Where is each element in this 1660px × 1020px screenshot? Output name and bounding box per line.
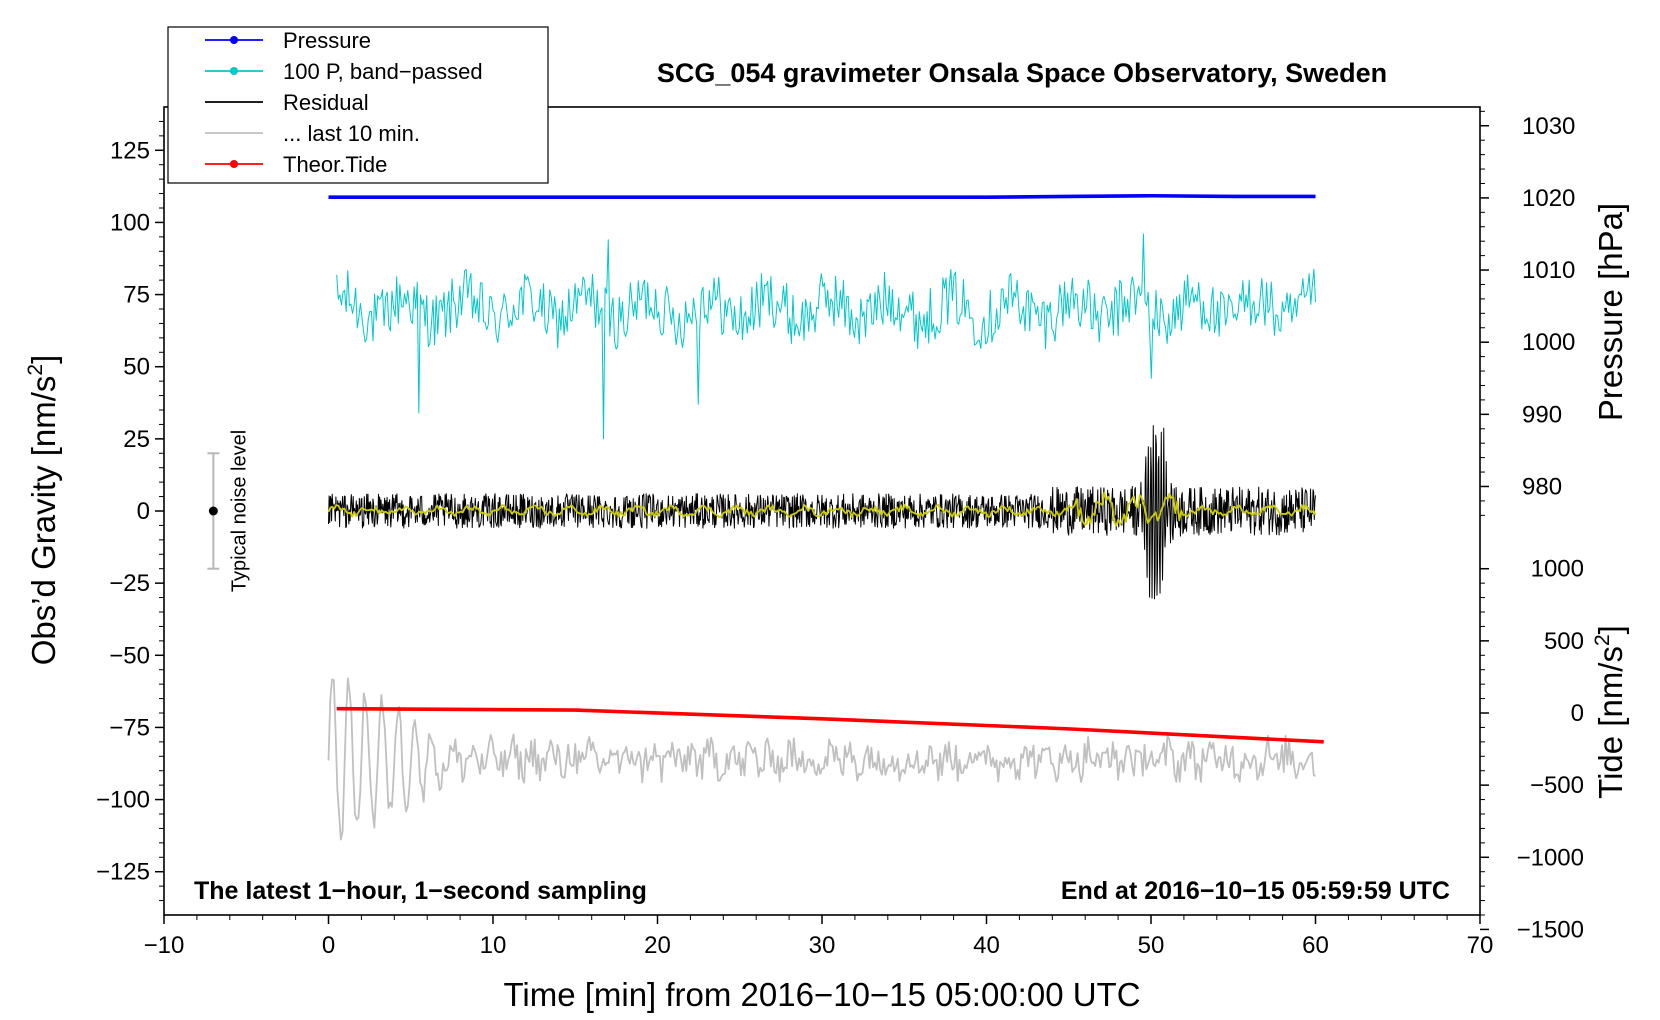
y-tick-label-8: −75 — [109, 714, 150, 741]
legend: Pressure 100 P, band−passed Residual ... la… — [167, 26, 549, 184]
x-axis-label: Time [min] from 2016−10−15 05:00:00 UTC — [503, 976, 1140, 1013]
pressure-tick-label-5: 980 — [1522, 473, 1562, 500]
legend-label-0: Pressure — [283, 28, 371, 53]
series-layer — [327, 193, 1324, 841]
legend-label-3: ... last 10 min. — [283, 121, 420, 146]
annotation-sampling: The latest 1−hour, 1−second sampling — [194, 877, 647, 905]
tide-tick-label-1: 500 — [1544, 628, 1584, 655]
pressure-tick-label-0: 1030 — [1522, 113, 1575, 140]
legend-box — [167, 26, 549, 184]
x-tick-label-2: 10 — [480, 932, 507, 959]
y-tick-label-9: −100 — [96, 787, 150, 814]
tide-tick-label-4: −1000 — [1517, 844, 1584, 871]
tide-tick-label-0: 1000 — [1531, 556, 1584, 583]
y-axis-label-tide-sup: 2 — [1591, 634, 1614, 646]
tide-tick-label-5: −1500 — [1517, 916, 1584, 943]
y-tick-label-5: 0 — [137, 498, 150, 525]
y-axis-label-gravity-end: ] — [25, 355, 62, 364]
x-tick-label-8: 70 — [1467, 932, 1494, 959]
legend-marker-4 — [230, 160, 238, 168]
pressure-tick-label-3: 1000 — [1522, 329, 1575, 356]
pressure-tick-label-1: 1020 — [1522, 185, 1575, 212]
chart-title: SCG_054 gravimeter Onsala Space Observat… — [657, 58, 1387, 88]
y-axis-label-gravity: Obs’d Gravity [nm/s2] — [24, 355, 62, 666]
noise-bar-label: Typical noise level — [228, 430, 250, 592]
y-axis-label-pressure: Pressure [hPa] — [1592, 203, 1629, 421]
x-tick-label-0: −10 — [144, 932, 185, 959]
series-residual-line — [328, 425, 1316, 600]
series-pressure-line — [328, 193, 1316, 199]
y-axis-label-tide-end: ] — [1592, 625, 1629, 634]
noise-bar-center — [208, 506, 218, 516]
legend-label-1: 100 P, band−passed — [283, 59, 483, 84]
series-bandpassed-line — [336, 233, 1316, 440]
series-tide-line — [336, 706, 1324, 744]
y-axis-label-tide-main: Tide [nm/s — [1592, 646, 1629, 799]
y-tick-label-1: 100 — [110, 209, 150, 236]
x-tick-label-3: 20 — [644, 932, 671, 959]
x-tick-label-7: 60 — [1302, 932, 1329, 959]
pressure-tick-label-2: 1010 — [1522, 257, 1575, 284]
noise-level-indicator: Typical noise level — [207, 430, 250, 592]
y-tick-label-3: 50 — [123, 354, 150, 381]
series-last10min-line — [327, 677, 1316, 841]
y-axis-gravity: 125 100 75 50 25 0 −25 −50 −75 −100 −125 — [96, 120, 164, 902]
x-tick-label-6: 50 — [1138, 932, 1165, 959]
y-tick-label-10: −125 — [96, 859, 150, 886]
legend-marker-0 — [230, 36, 238, 44]
y-axis-label-tide: Tide [nm/s2] — [1591, 625, 1629, 799]
pressure-tick-label-4: 990 — [1522, 401, 1562, 428]
x-tick-label-5: 40 — [973, 932, 1000, 959]
y-tick-label-4: 25 — [123, 426, 150, 453]
y-tick-label-2: 75 — [123, 282, 150, 309]
y-axis-pressure: 1030 1020 1010 1000 990 980 — [1480, 110, 1575, 516]
y-axis-tide: 1000 500 0 −500 −1000 −1500 — [1480, 556, 1584, 943]
legend-label-4: Theor.Tide — [283, 152, 387, 177]
y-tick-label-0: 125 — [110, 137, 150, 164]
x-tick-label-4: 30 — [809, 932, 836, 959]
legend-label-2: Residual — [283, 90, 369, 115]
x-tick-label-1: 0 — [322, 932, 335, 959]
x-axis: −10 0 10 20 30 40 50 60 70 — [144, 915, 1494, 959]
legend-marker-1 — [230, 67, 238, 75]
series-residual-smoothed-line — [327, 491, 1317, 527]
tide-tick-label-2: 0 — [1571, 700, 1584, 727]
tide-tick-label-3: −500 — [1530, 772, 1584, 799]
y-axis-label-gravity-sup: 2 — [24, 364, 47, 376]
y-axis-label-gravity-main: Obs’d Gravity [nm/s — [25, 376, 62, 666]
y-tick-label-7: −50 — [109, 642, 150, 669]
y-tick-label-6: −25 — [109, 570, 150, 597]
annotation-end-time: End at 2016−10−15 05:59:59 UTC — [1061, 877, 1450, 905]
